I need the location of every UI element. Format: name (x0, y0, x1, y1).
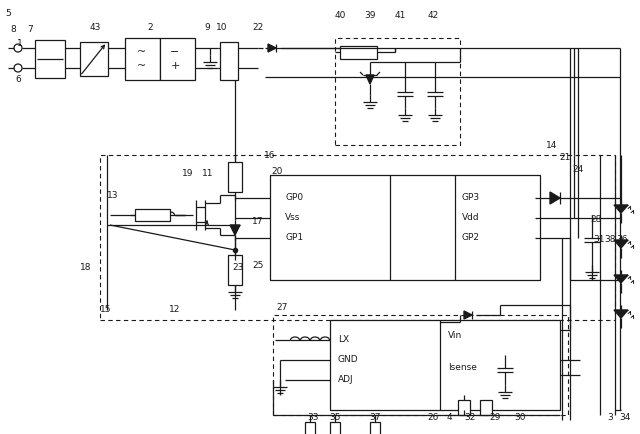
Text: 11: 11 (202, 168, 214, 178)
Text: 4: 4 (446, 414, 452, 423)
Bar (370, 422, 380, 434)
Bar (340, 46, 377, 59)
Text: 15: 15 (100, 306, 112, 315)
Bar (35, 40, 65, 78)
Bar (480, 400, 492, 415)
Bar (80, 42, 108, 76)
Text: 36: 36 (616, 236, 628, 244)
Bar (228, 162, 242, 192)
Text: 5: 5 (5, 9, 11, 17)
Text: 40: 40 (334, 10, 346, 20)
Bar (270, 175, 540, 280)
Text: 25: 25 (252, 260, 264, 270)
Text: 26: 26 (428, 414, 438, 423)
Bar (125, 38, 160, 80)
Text: −: − (170, 47, 180, 57)
Text: 22: 22 (252, 23, 264, 33)
Text: 19: 19 (182, 168, 194, 178)
Text: 18: 18 (80, 263, 92, 273)
Polygon shape (268, 44, 276, 52)
Text: Isense: Isense (448, 364, 477, 372)
Text: 9: 9 (204, 23, 210, 33)
Text: 10: 10 (216, 23, 228, 33)
Bar (458, 400, 470, 415)
Bar (228, 255, 242, 285)
Polygon shape (614, 240, 628, 248)
Text: 17: 17 (252, 217, 264, 227)
Text: 35: 35 (329, 414, 340, 423)
Text: GP2: GP2 (462, 233, 480, 243)
Polygon shape (464, 311, 472, 319)
Text: GND: GND (338, 355, 358, 365)
Text: 20: 20 (271, 168, 283, 177)
Bar (330, 422, 340, 434)
Bar (273, 315, 568, 415)
Text: 16: 16 (264, 151, 276, 160)
Polygon shape (366, 75, 374, 84)
Polygon shape (230, 225, 240, 235)
Polygon shape (614, 275, 628, 283)
Polygon shape (614, 310, 628, 318)
Text: 38: 38 (604, 236, 616, 244)
Bar (305, 422, 315, 434)
Polygon shape (550, 192, 560, 204)
Text: 21: 21 (559, 154, 571, 162)
Text: 34: 34 (620, 414, 630, 423)
Text: 12: 12 (170, 306, 180, 315)
Text: LX: LX (338, 335, 349, 345)
Text: 27: 27 (276, 302, 288, 312)
Text: 2: 2 (147, 23, 153, 33)
Text: 33: 33 (307, 414, 319, 423)
Text: 41: 41 (394, 10, 406, 20)
Text: 43: 43 (90, 23, 100, 33)
Text: 28: 28 (590, 216, 602, 224)
Bar (330, 320, 560, 410)
Text: 23: 23 (232, 263, 244, 273)
Text: ~: ~ (138, 47, 147, 57)
Text: 31: 31 (593, 236, 605, 244)
Text: +: + (170, 61, 180, 71)
Text: 6: 6 (15, 76, 21, 85)
Text: 13: 13 (108, 191, 119, 200)
Text: 32: 32 (464, 414, 476, 423)
Text: ~: ~ (138, 61, 147, 71)
Text: GP1: GP1 (285, 233, 303, 243)
Text: 42: 42 (428, 10, 438, 20)
Text: GP0: GP0 (285, 194, 303, 203)
Text: 8: 8 (10, 26, 16, 34)
Text: GP3: GP3 (462, 194, 480, 203)
Text: 29: 29 (490, 414, 500, 423)
Text: 30: 30 (515, 414, 525, 423)
Text: 1: 1 (17, 39, 23, 47)
Text: 37: 37 (369, 414, 381, 423)
Text: 7: 7 (27, 26, 33, 34)
Text: 24: 24 (572, 165, 584, 174)
Polygon shape (614, 205, 628, 213)
Text: Vss: Vss (285, 214, 300, 223)
Bar (335, 38, 460, 145)
Text: Vin: Vin (448, 331, 462, 339)
Bar (100, 155, 615, 320)
Text: 14: 14 (547, 141, 557, 149)
Bar (160, 38, 195, 80)
Bar (135, 209, 170, 221)
Text: 3: 3 (607, 414, 613, 423)
Text: 39: 39 (364, 10, 376, 20)
Bar (220, 42, 238, 80)
Text: ADJ: ADJ (338, 375, 354, 385)
Text: Vdd: Vdd (462, 214, 479, 223)
